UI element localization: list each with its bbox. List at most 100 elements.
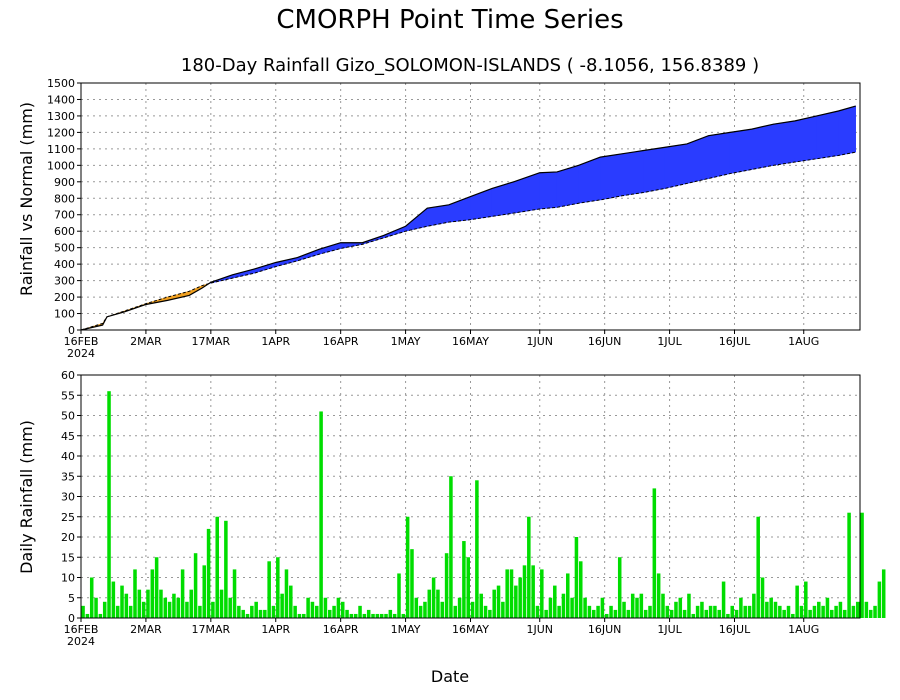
daily-rainfall-bar [293,605,297,618]
above-normal-area [773,120,796,166]
top-plot-frame [80,82,861,331]
daily-rainfall-bar [604,613,609,618]
daily-rainfall-bar [185,601,189,618]
daily-rainfall-bar [405,516,410,618]
daily-rainfall-bar [297,613,302,618]
daily-rainfall-bar [509,569,514,618]
daily-rainfall-bar [284,569,289,618]
daily-rainfall-bar [332,605,336,618]
daily-rainfall-bar [617,557,622,618]
bottom-ytick-label: 0 [68,612,75,625]
above-normal-area [539,171,558,210]
daily-rainfall-bar [245,613,250,618]
daily-rainfall-bar [574,537,579,618]
daily-rainfall-bar [89,577,94,618]
top-ytick-label: 200 [54,291,75,304]
daily-rainfall-bar [154,557,159,618]
daily-rainfall-bar [250,605,254,618]
daily-rainfall-bar [578,561,583,618]
above-normal-area [838,105,856,156]
daily-rainfall-bar [237,605,241,618]
daily-rainfall-bar [700,601,704,618]
daily-rainfall-bar [635,597,639,618]
daily-rainfall-bar [315,605,319,618]
top-ytick-label: 1300 [47,110,75,123]
daily-rainfall-bar [561,593,566,618]
daily-rainfall-bar [384,613,388,618]
daily-rainfall-bar [371,613,375,618]
daily-rainfall-bar [228,597,232,618]
top-xtick-label: 1JUL [657,335,682,348]
daily-rainfall-bar [418,605,423,618]
daily-rainfall-bar [613,609,618,618]
daily-rainfall-bar [254,601,258,618]
daily-rainfall-bar [535,605,540,618]
bottom-xtick-label: 1JUL [657,623,682,636]
daily-rainfall-bar [505,569,509,618]
daily-rainfall-bar [747,605,752,618]
daily-rainfall-bar [609,605,613,618]
daily-rainfall-bar [345,609,349,618]
daily-rainfall-bar [786,605,791,618]
daily-rainfall-bar [302,613,306,618]
daily-rainfall-bar [795,585,799,618]
daily-rainfall-bar [85,613,90,618]
daily-rainfall-bar [591,609,596,618]
daily-rainfall-bar [769,597,773,618]
daily-rainfall-bar [721,581,726,618]
daily-rainfall-bar [215,516,219,618]
top-ytick-label: 1200 [47,126,75,139]
cumulative-rainfall-panel: 0 100 200 300 400 500 600 700 800 900 1000 1100 1200… [47,77,861,360]
daily-rainfall-bar [462,541,466,618]
daily-rainfall-bar [496,585,501,618]
bottom-xtick-label: 17MAR [192,623,231,636]
daily-rainfall-bar [522,565,527,618]
daily-rainfall-bar [566,573,570,618]
daily-rainfall-bar [600,597,605,618]
daily-rainfall-bar [423,601,427,618]
daily-rainfall-bar [340,601,345,618]
daily-rainfall-bar [128,605,133,618]
daily-rainfall-bar [518,577,522,618]
daily-rainfall-bar [665,605,670,618]
daily-rainfall-bar [444,553,449,618]
bottom-ytick-label: 25 [61,511,75,524]
daily-rainfall-bar [353,613,358,618]
bottom-xtick-label: 2MAR [130,623,162,636]
above-normal-area [729,128,753,174]
daily-rainfall-bar [362,613,367,618]
daily-rainfall-bar [648,605,652,618]
daily-rainfall-bar [864,601,869,618]
daily-rainfall-bar [120,585,124,618]
daily-rainfall-bar [791,613,795,618]
top-xtick-label: 16JUN [588,335,622,348]
daily-rainfall-bar [834,605,838,618]
bottom-ytick-label: 20 [61,531,75,544]
daily-rainfall-bar [206,528,211,618]
daily-rainfall-bar [501,601,505,618]
daily-rainfall-bar [817,601,821,618]
bottom-xtick-label: 1AUG [788,623,819,636]
daily-rainfall-bar [176,597,181,618]
daily-rainfall-bar [868,609,873,618]
daily-rainfall-bar [639,593,644,618]
daily-rainfall-bar [323,597,328,618]
daily-rainfall-bar [146,589,150,618]
daily-rainfall-bar [695,605,700,618]
daily-rainfall-bar [860,512,864,618]
daily-rainfall-bar [873,605,877,618]
daily-rainfall-bar [172,593,176,618]
daily-rainfall-bar [388,609,393,618]
daily-rainfall-bar [366,609,371,618]
daily-rainfall-bar [336,597,341,618]
above-normal-area [513,172,541,214]
daily-rainfall-bar [492,589,496,618]
bottom-ytick-label: 10 [61,572,75,585]
daily-rainfall-bar [102,601,107,618]
daily-rainfall-bar [851,605,856,618]
daily-rainfall-bar [821,605,825,618]
daily-rainfall-bar [470,601,475,618]
daily-rainfall-bar [410,549,414,618]
daily-rainfall-bar [124,593,129,618]
daily-rainfall-bar [570,597,574,618]
